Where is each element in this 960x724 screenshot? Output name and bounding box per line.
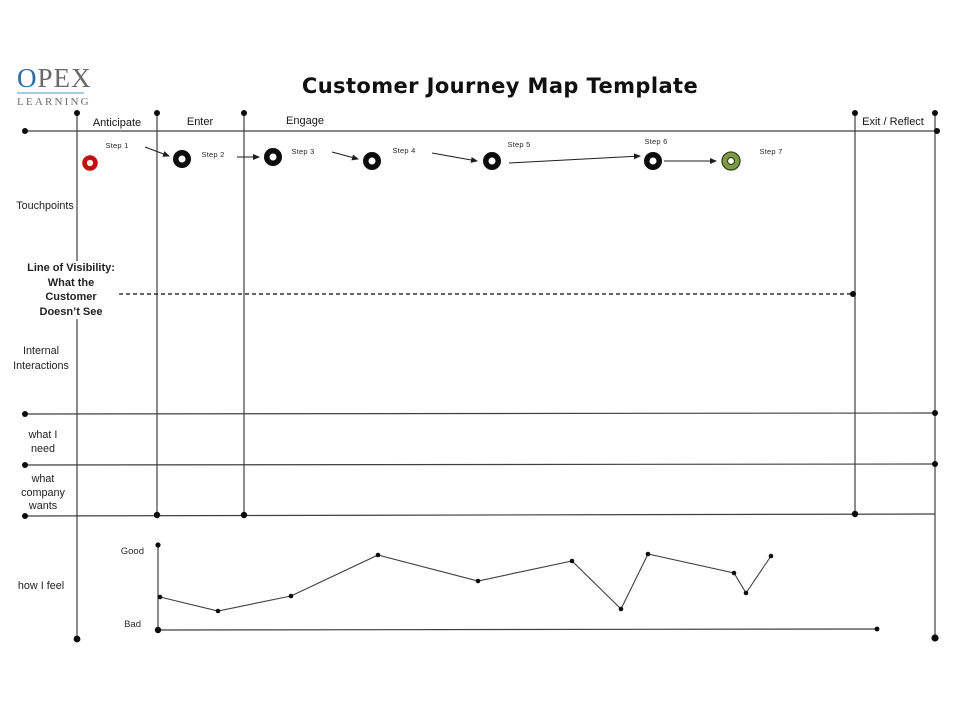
- step-markers: [82, 148, 741, 171]
- row-label-touchpoints: Touchpoints: [16, 200, 74, 212]
- step-label-3: Step 3: [291, 147, 315, 156]
- step-label-4: Step 4: [392, 146, 416, 155]
- row-label-what-i-need: what I need: [28, 429, 58, 455]
- logo-letter-o: O: [17, 63, 38, 93]
- phase-label-exit-reflect: Exit / Reflect: [862, 116, 924, 128]
- emotion-axis-good-label: Good: [120, 546, 144, 557]
- logo-wordmark: OPEX: [17, 64, 97, 92]
- step-label-7: Step 7: [759, 147, 783, 156]
- row-label-internal-interactions: Internal Interactions: [13, 345, 69, 372]
- logo-subbrand: LEARNING: [17, 96, 91, 108]
- row-label-what-company-wants: what company wants: [21, 473, 65, 512]
- step-arrows: [144, 146, 717, 164]
- step-label-5: Step 5: [507, 140, 531, 149]
- logo-letters-pex: PEX: [37, 63, 92, 93]
- logo-underline: [17, 92, 84, 94]
- step-label-2: Step 2: [201, 150, 225, 159]
- emotion-axis-bad-label: Bad: [124, 619, 141, 630]
- phase-label-anticipate: Anticipate: [92, 117, 142, 129]
- row-label-line-of-visibility: Line of Visibility: What the Customer Do…: [23, 261, 119, 319]
- phase-label-engage: Engage: [286, 115, 324, 127]
- row-label-how-i-feel: how I feel: [17, 580, 65, 592]
- emotion-axes: [157, 545, 878, 631]
- structural-lines: [24, 113, 937, 639]
- opex-learning-logo: OPEX LEARNING: [17, 64, 97, 108]
- grid-dots: [22, 110, 940, 643]
- page-title: Customer Journey Map Template: [301, 74, 699, 98]
- step-label-1: Step 1: [105, 141, 129, 150]
- phase-label-enter: Enter: [186, 116, 214, 128]
- emotion-line-chart: [157, 551, 774, 614]
- step-label-6: Step 6: [644, 137, 668, 146]
